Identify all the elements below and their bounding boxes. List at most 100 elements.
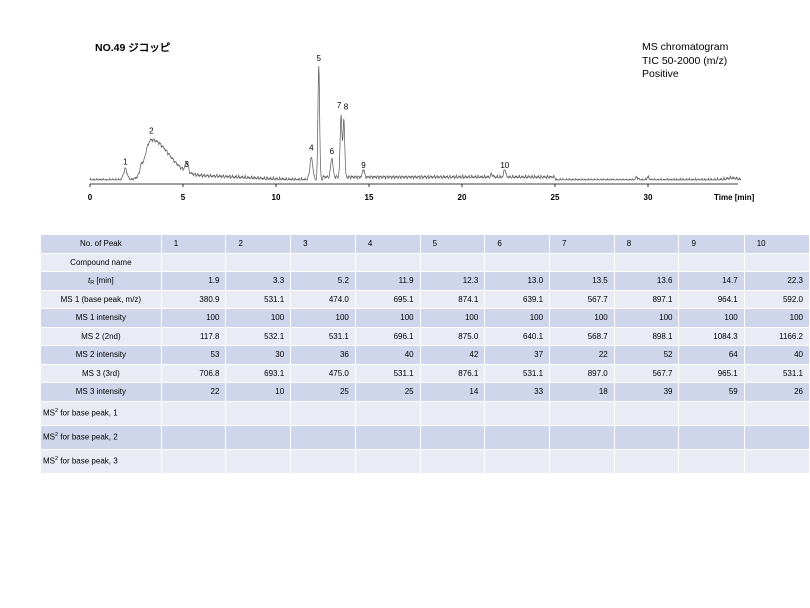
table-cell: 567.7 <box>549 289 615 309</box>
table-cell: 532.1 <box>225 326 292 346</box>
table-cell: 53 <box>160 345 227 365</box>
table-cell: 1166.2 <box>743 326 810 346</box>
table-cell <box>225 400 292 426</box>
table-row: MS2 for base peak, 2 <box>40 424 810 450</box>
table-cell <box>290 448 356 474</box>
table-row: MS 2 (2nd) 117.8 532.1 531.1 696.1 875.0 640.1… <box>40 326 810 346</box>
table-cell: 14.7 <box>678 271 745 291</box>
row-label: MS 2 intensity <box>40 345 162 365</box>
table-cell: 964.1 <box>678 289 745 309</box>
info-line: MS chromatogram <box>642 41 729 53</box>
label-sub: R <box>90 279 95 286</box>
table-cell: 30 <box>225 345 292 365</box>
table-cell: 100 <box>743 308 810 328</box>
peak-label: 7 <box>337 101 342 110</box>
table-cell <box>743 448 810 474</box>
table-cell <box>160 400 227 426</box>
table-cell: 10 <box>225 382 292 402</box>
peak-number-cell: 6 <box>484 234 551 254</box>
peak-label: 1 <box>123 158 128 167</box>
table-cell <box>354 400 421 426</box>
peak-number-cell: 7 <box>549 234 615 254</box>
row-label: Compound name <box>40 252 162 272</box>
table-cell <box>484 424 551 450</box>
table-cell: 40 <box>354 345 421 365</box>
row-label: No. of Peak <box>40 234 162 254</box>
peak-label: 5 <box>317 54 322 63</box>
table-cell <box>419 252 486 272</box>
table-cell: 531.1 <box>354 363 421 383</box>
label-pre: MS <box>43 433 55 443</box>
row-label: MS2 for base peak, 2 <box>40 424 162 450</box>
table-cell: 568.7 <box>549 326 615 346</box>
table-cell: 100 <box>549 308 615 328</box>
x-tick-label: 20 <box>458 193 467 202</box>
table-row: MS 3 (3rd) 706.8 693.1 475.0 531.1 876.1 531.1… <box>40 363 810 383</box>
row-label: MS 1 intensity <box>40 308 162 328</box>
table-cell: 640.1 <box>484 326 551 346</box>
table-cell: 531.1 <box>484 363 551 383</box>
label-pre: MS <box>43 457 55 467</box>
table-cell: 100 <box>160 308 227 328</box>
table-cell: 117.8 <box>160 326 227 346</box>
table-cell: 639.1 <box>484 289 551 309</box>
table-cell: 59 <box>678 382 745 402</box>
table-cell: 25 <box>354 382 421 402</box>
table-cell: 64 <box>678 345 745 365</box>
table-cell: 965.1 <box>678 363 745 383</box>
table-row: Compound name <box>40 252 810 272</box>
table-cell: 22.3 <box>743 271 810 291</box>
table-cell <box>484 400 551 426</box>
label-sup: 2 <box>55 432 59 439</box>
row-label: MS 3 intensity <box>40 382 162 402</box>
table-cell: 531.1 <box>225 289 292 309</box>
table-cell: 874.1 <box>419 289 486 309</box>
table-cell: 100 <box>290 308 356 328</box>
table-cell <box>290 424 356 450</box>
x-tick-label: 30 <box>644 193 653 202</box>
table-row: MS2 for base peak, 1 <box>40 400 810 426</box>
table-cell: 100 <box>613 308 680 328</box>
table-cell: 22 <box>549 345 615 365</box>
table-row: MS 2 intensity 53 30 36 40 42 37 22 52 64 40 <box>40 345 810 365</box>
table-cell <box>743 424 810 450</box>
table-cell <box>613 424 680 450</box>
table-cell: 897.1 <box>613 289 680 309</box>
table-cell: 36 <box>290 345 356 365</box>
label-sup: 2 <box>55 456 59 463</box>
table-cell <box>549 424 615 450</box>
table-cell <box>743 400 810 426</box>
table-cell: 1084.3 <box>678 326 745 346</box>
peak-label: 3 <box>184 160 189 169</box>
table-cell: 100 <box>678 308 745 328</box>
table-cell: 12.3 <box>419 271 486 291</box>
table-cell <box>678 448 745 474</box>
table-cell <box>484 252 551 272</box>
table-cell: 531.1 <box>743 363 810 383</box>
tic-trace <box>89 65 742 181</box>
table-cell <box>549 400 615 426</box>
label-sup: 2 <box>55 408 59 415</box>
peak-number-cell: 1 <box>160 234 227 254</box>
table-row: MS 1 (base peak, m/z) 380.9 531.1 474.0 695.… <box>40 289 810 309</box>
table-cell: 696.1 <box>354 326 421 346</box>
row-label: MS 2 (2nd) <box>40 326 162 346</box>
table-cell: 33 <box>484 382 551 402</box>
table-cell: 13.5 <box>549 271 615 291</box>
info-line: Positive <box>642 68 679 80</box>
peak-number-cell: 5 <box>419 234 486 254</box>
label-pre: MS <box>43 409 55 419</box>
peak-label-layer: 1 2 3 4 5 6 7 8 9 10 <box>123 54 510 170</box>
table-cell: 52 <box>613 345 680 365</box>
table-cell: 100 <box>484 308 551 328</box>
table-cell <box>225 252 292 272</box>
table-cell: 3.3 <box>225 271 292 291</box>
page-title: NO.49 ジコッピ <box>95 42 171 54</box>
chromatogram: 0 5 10 15 20 25 30 1 2 3 4 5 6 7 8 9 10 Time [min] <box>88 54 755 202</box>
info-line: TIC 50-2000 (m/z) <box>642 54 728 67</box>
table-cell: 22 <box>160 382 227 402</box>
table-cell <box>678 400 745 426</box>
table-header-row: No. of Peak 1 2 3 4 5 6 7 8 9 10 <box>40 234 810 254</box>
row-label: MS2 for base peak, 3 <box>40 448 162 474</box>
table-cell: 531.1 <box>290 326 356 346</box>
